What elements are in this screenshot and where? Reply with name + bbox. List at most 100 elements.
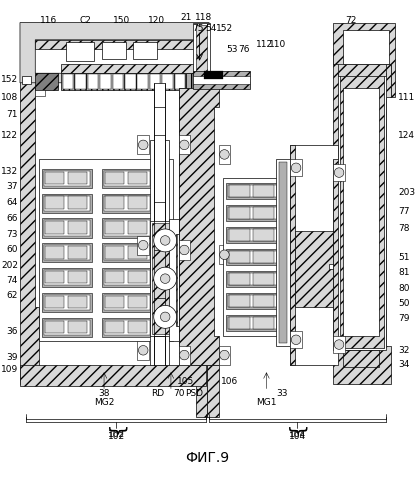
Bar bbox=[196, 24, 207, 73]
Bar bbox=[105, 271, 124, 283]
Bar bbox=[226, 315, 279, 331]
Bar bbox=[307, 229, 329, 242]
Bar bbox=[133, 42, 156, 59]
Text: 21: 21 bbox=[181, 13, 192, 22]
Polygon shape bbox=[35, 40, 206, 73]
Bar bbox=[333, 164, 345, 181]
Bar bbox=[253, 273, 274, 285]
Bar bbox=[104, 221, 150, 236]
Bar bbox=[22, 76, 32, 84]
Bar bbox=[223, 178, 348, 336]
Bar bbox=[35, 40, 206, 49]
Bar bbox=[102, 169, 152, 188]
Polygon shape bbox=[333, 49, 391, 384]
Text: 202: 202 bbox=[1, 261, 18, 270]
Text: 108: 108 bbox=[1, 93, 18, 102]
Bar bbox=[281, 271, 333, 287]
Bar bbox=[128, 296, 147, 308]
Bar bbox=[113, 74, 123, 89]
Text: 104: 104 bbox=[288, 430, 306, 439]
Bar bbox=[42, 244, 92, 262]
Polygon shape bbox=[20, 49, 39, 384]
Bar bbox=[283, 229, 332, 242]
Circle shape bbox=[154, 305, 177, 328]
Bar bbox=[105, 321, 124, 333]
Bar bbox=[44, 295, 90, 310]
Bar bbox=[128, 321, 147, 333]
Bar bbox=[196, 365, 207, 417]
Polygon shape bbox=[295, 231, 333, 307]
Text: 110: 110 bbox=[269, 40, 287, 49]
Bar bbox=[154, 83, 165, 365]
Text: 54: 54 bbox=[206, 24, 217, 33]
Text: 132: 132 bbox=[1, 167, 18, 176]
Bar bbox=[45, 296, 64, 308]
Bar bbox=[229, 273, 250, 285]
Bar bbox=[88, 74, 98, 89]
Bar bbox=[102, 194, 152, 213]
Bar bbox=[125, 74, 136, 89]
Bar bbox=[283, 317, 332, 329]
Bar bbox=[281, 315, 333, 331]
Circle shape bbox=[139, 140, 148, 150]
Text: 150: 150 bbox=[113, 16, 130, 25]
Polygon shape bbox=[169, 220, 178, 341]
Bar bbox=[68, 321, 87, 333]
Bar bbox=[137, 74, 148, 89]
Bar bbox=[284, 317, 305, 329]
Bar bbox=[281, 183, 333, 199]
Bar bbox=[20, 365, 206, 386]
Bar bbox=[226, 293, 279, 309]
Bar bbox=[42, 268, 92, 287]
Text: 33: 33 bbox=[276, 389, 287, 398]
Polygon shape bbox=[178, 87, 219, 365]
Text: 81: 81 bbox=[398, 268, 410, 277]
Text: 37: 37 bbox=[7, 183, 18, 192]
Bar bbox=[75, 74, 86, 89]
Text: 105: 105 bbox=[177, 377, 194, 386]
Text: 120: 120 bbox=[148, 16, 165, 25]
Bar bbox=[219, 345, 230, 365]
Bar bbox=[307, 273, 329, 285]
Bar bbox=[128, 197, 147, 209]
Bar bbox=[104, 270, 150, 285]
Bar bbox=[66, 42, 94, 61]
Circle shape bbox=[161, 236, 170, 245]
Bar bbox=[307, 251, 329, 263]
Text: 75: 75 bbox=[192, 24, 203, 33]
Bar bbox=[281, 227, 333, 244]
Circle shape bbox=[161, 274, 170, 283]
Bar bbox=[228, 185, 277, 198]
Bar bbox=[253, 295, 274, 307]
Bar bbox=[193, 76, 250, 84]
Bar bbox=[253, 317, 274, 329]
Circle shape bbox=[139, 241, 148, 250]
Bar bbox=[253, 185, 274, 198]
Text: 118: 118 bbox=[195, 13, 212, 22]
Text: 102: 102 bbox=[108, 432, 125, 441]
Text: 112: 112 bbox=[256, 40, 273, 49]
Bar bbox=[44, 270, 90, 285]
Bar bbox=[35, 90, 45, 96]
Bar bbox=[226, 227, 279, 244]
Bar bbox=[307, 185, 329, 198]
Text: 39: 39 bbox=[7, 353, 18, 362]
Bar bbox=[283, 273, 332, 285]
Polygon shape bbox=[20, 22, 209, 83]
Text: 50: 50 bbox=[398, 299, 410, 308]
Bar bbox=[152, 223, 177, 334]
Bar bbox=[128, 246, 147, 258]
Text: 62: 62 bbox=[7, 291, 18, 300]
Text: 116: 116 bbox=[40, 16, 57, 25]
Bar bbox=[102, 268, 152, 287]
Bar bbox=[162, 74, 173, 89]
Bar bbox=[229, 251, 250, 263]
Text: 152: 152 bbox=[216, 24, 233, 33]
Bar bbox=[343, 87, 379, 336]
Bar bbox=[42, 194, 92, 213]
Circle shape bbox=[220, 250, 229, 259]
Text: 74: 74 bbox=[7, 276, 18, 285]
Bar bbox=[226, 249, 279, 265]
Bar bbox=[283, 295, 332, 307]
Bar bbox=[340, 75, 384, 348]
